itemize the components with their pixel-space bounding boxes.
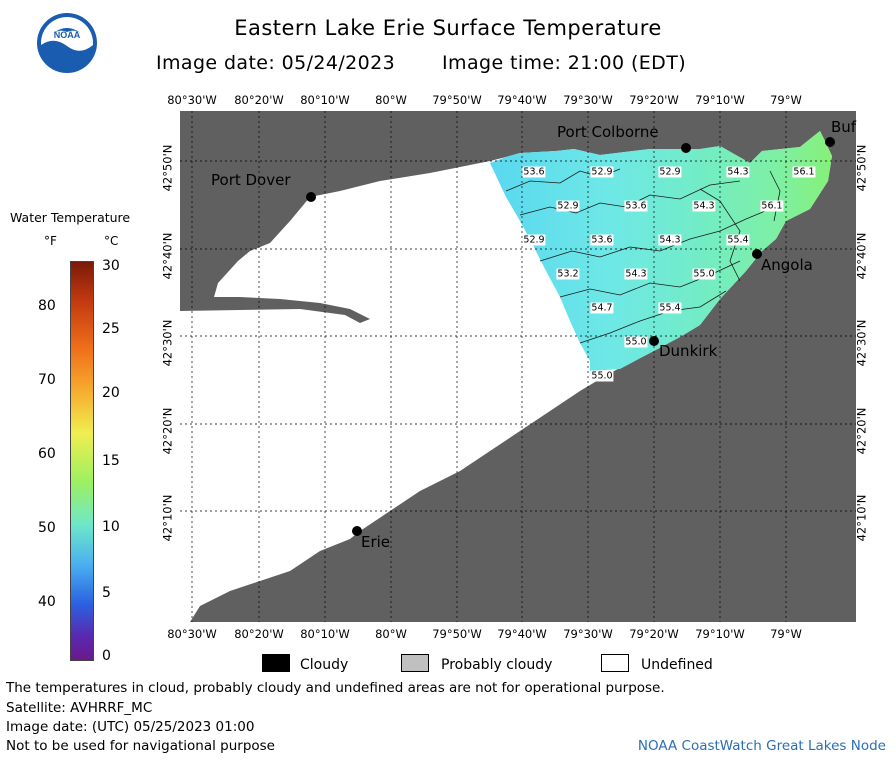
lat-label: 42°10'N [854,494,869,542]
lon-label: 79°30'W [563,627,613,641]
city-marker [649,336,659,346]
lon-label: 79°30'W [563,93,613,107]
place-label: Buf [831,118,857,136]
utc-date: Image date: (UTC) 05/25/2023 01:00 [6,719,255,735]
lon-label: 79°10'W [695,627,745,641]
city-marker [681,143,691,153]
noaa-logo-icon: NOAA [37,13,97,73]
temperature-label: 54.3 [692,200,716,212]
key-undefined-label: Undefined [641,657,713,673]
temperature-label: 55.0 [692,268,716,280]
c-tick: 10 [102,519,120,535]
city-marker [825,137,835,147]
lat-lon-grid [180,111,856,622]
c-tick: 15 [102,453,120,469]
map-title: Eastern Lake Erie Surface Temperature [234,16,662,40]
lat-label: 42°30'N [854,319,869,367]
temperature-label: 56.1 [792,166,816,178]
disclaimer: The temperatures in cloud, probably clou… [6,680,665,696]
c-tick: 0 [102,648,111,664]
place-label: Port Dover [211,171,291,189]
city-marker [306,192,316,202]
lat-label: 42°50'N [854,144,869,192]
f-tick: 70 [38,372,56,388]
lon-label: 79°50'W [432,93,482,107]
f-tick: 50 [38,520,56,536]
place-label: Dunkirk [659,342,718,360]
navigation-warning: Not to be used for navigational purpose [6,738,275,754]
temperature-label: 55.4 [658,302,682,314]
lon-label: 80°20'W [234,627,284,641]
key-cloudy-swatch [262,654,290,672]
lon-label: 80°30'W [167,627,217,641]
f-tick: 40 [38,594,56,610]
lon-label: 80°W [375,627,407,641]
image-date: Image date: 05/24/2023 [156,52,396,74]
image-time: Image time: 21:00 (EDT) [442,52,687,74]
temperature-label: 55.0 [590,370,614,382]
place-label: Port Colborne [557,123,659,141]
lat-label: 42°10'N [160,494,175,542]
key-undefined-swatch [601,654,629,672]
place-label: Erie [361,533,391,551]
lon-label: 79°10'W [695,93,745,107]
lat-label: 42°40'N [854,232,869,280]
temperature-label: 52.9 [658,166,682,178]
temperature-label: 55.0 [624,336,648,348]
image-date-time: Image date: 05/24/2023 Image time: 21:00… [156,52,686,74]
lon-label: 80°10'W [300,93,350,107]
lon-label: 80°30'W [167,93,217,107]
lat-label: 42°30'N [160,319,175,367]
temperature-label: 52.9 [556,200,580,212]
c-tick: 5 [102,585,111,601]
logo-text: NOAA [54,30,81,40]
temperature-label: 53.2 [556,268,580,280]
temperature-label: 55.4 [726,234,750,246]
color-scale-bar [70,261,94,661]
key-cloudy-label: Cloudy [300,657,349,673]
temperature-label: 54.3 [726,166,750,178]
key-probably-cloudy-label: Probably cloudy [441,657,553,673]
lon-label: 80°10'W [300,627,350,641]
lon-label: 80°W [375,93,407,107]
temperature-label: 53.6 [624,200,648,212]
lake-map [180,111,856,622]
unit-celsius: °C [104,234,119,248]
lon-label: 79°20'W [629,93,679,107]
c-tick: 20 [102,385,120,401]
c-tick: 25 [102,321,120,337]
lon-label: 79°W [770,627,802,641]
city-marker [352,526,362,536]
lat-label: 42°50'N [160,144,175,192]
lon-label: 79°40'W [497,93,547,107]
lon-label: 79°W [770,93,802,107]
lat-label: 42°20'N [854,407,869,455]
temperature-label: 53.6 [522,166,546,178]
lon-label: 79°40'W [497,627,547,641]
temperature-label: 54.7 [590,302,614,314]
lon-label: 79°50'W [432,627,482,641]
lon-label: 80°20'W [234,93,284,107]
city-marker [752,249,762,259]
place-label: Angola [761,256,813,274]
temperature-label: 53.6 [590,234,614,246]
lat-label: 42°40'N [160,232,175,280]
lon-label: 79°20'W [629,627,679,641]
temperature-label: 54.3 [658,234,682,246]
satellite-info: Satellite: AVHRRF_MC [6,700,153,716]
unit-fahrenheit: °F [44,234,57,248]
legend-title: Water Temperature [10,210,131,225]
temperature-label: 52.9 [522,234,546,246]
f-tick: 80 [38,298,56,314]
f-tick: 60 [38,446,56,462]
lat-label: 42°20'N [160,407,175,455]
temperature-label: 52.9 [590,166,614,178]
temperature-label: 54.3 [624,268,648,280]
key-probably-cloudy-swatch [401,654,429,672]
temperature-label: 56.1 [760,200,784,212]
credit: NOAA CoastWatch Great Lakes Node [637,738,886,754]
c-tick: 30 [102,258,120,274]
